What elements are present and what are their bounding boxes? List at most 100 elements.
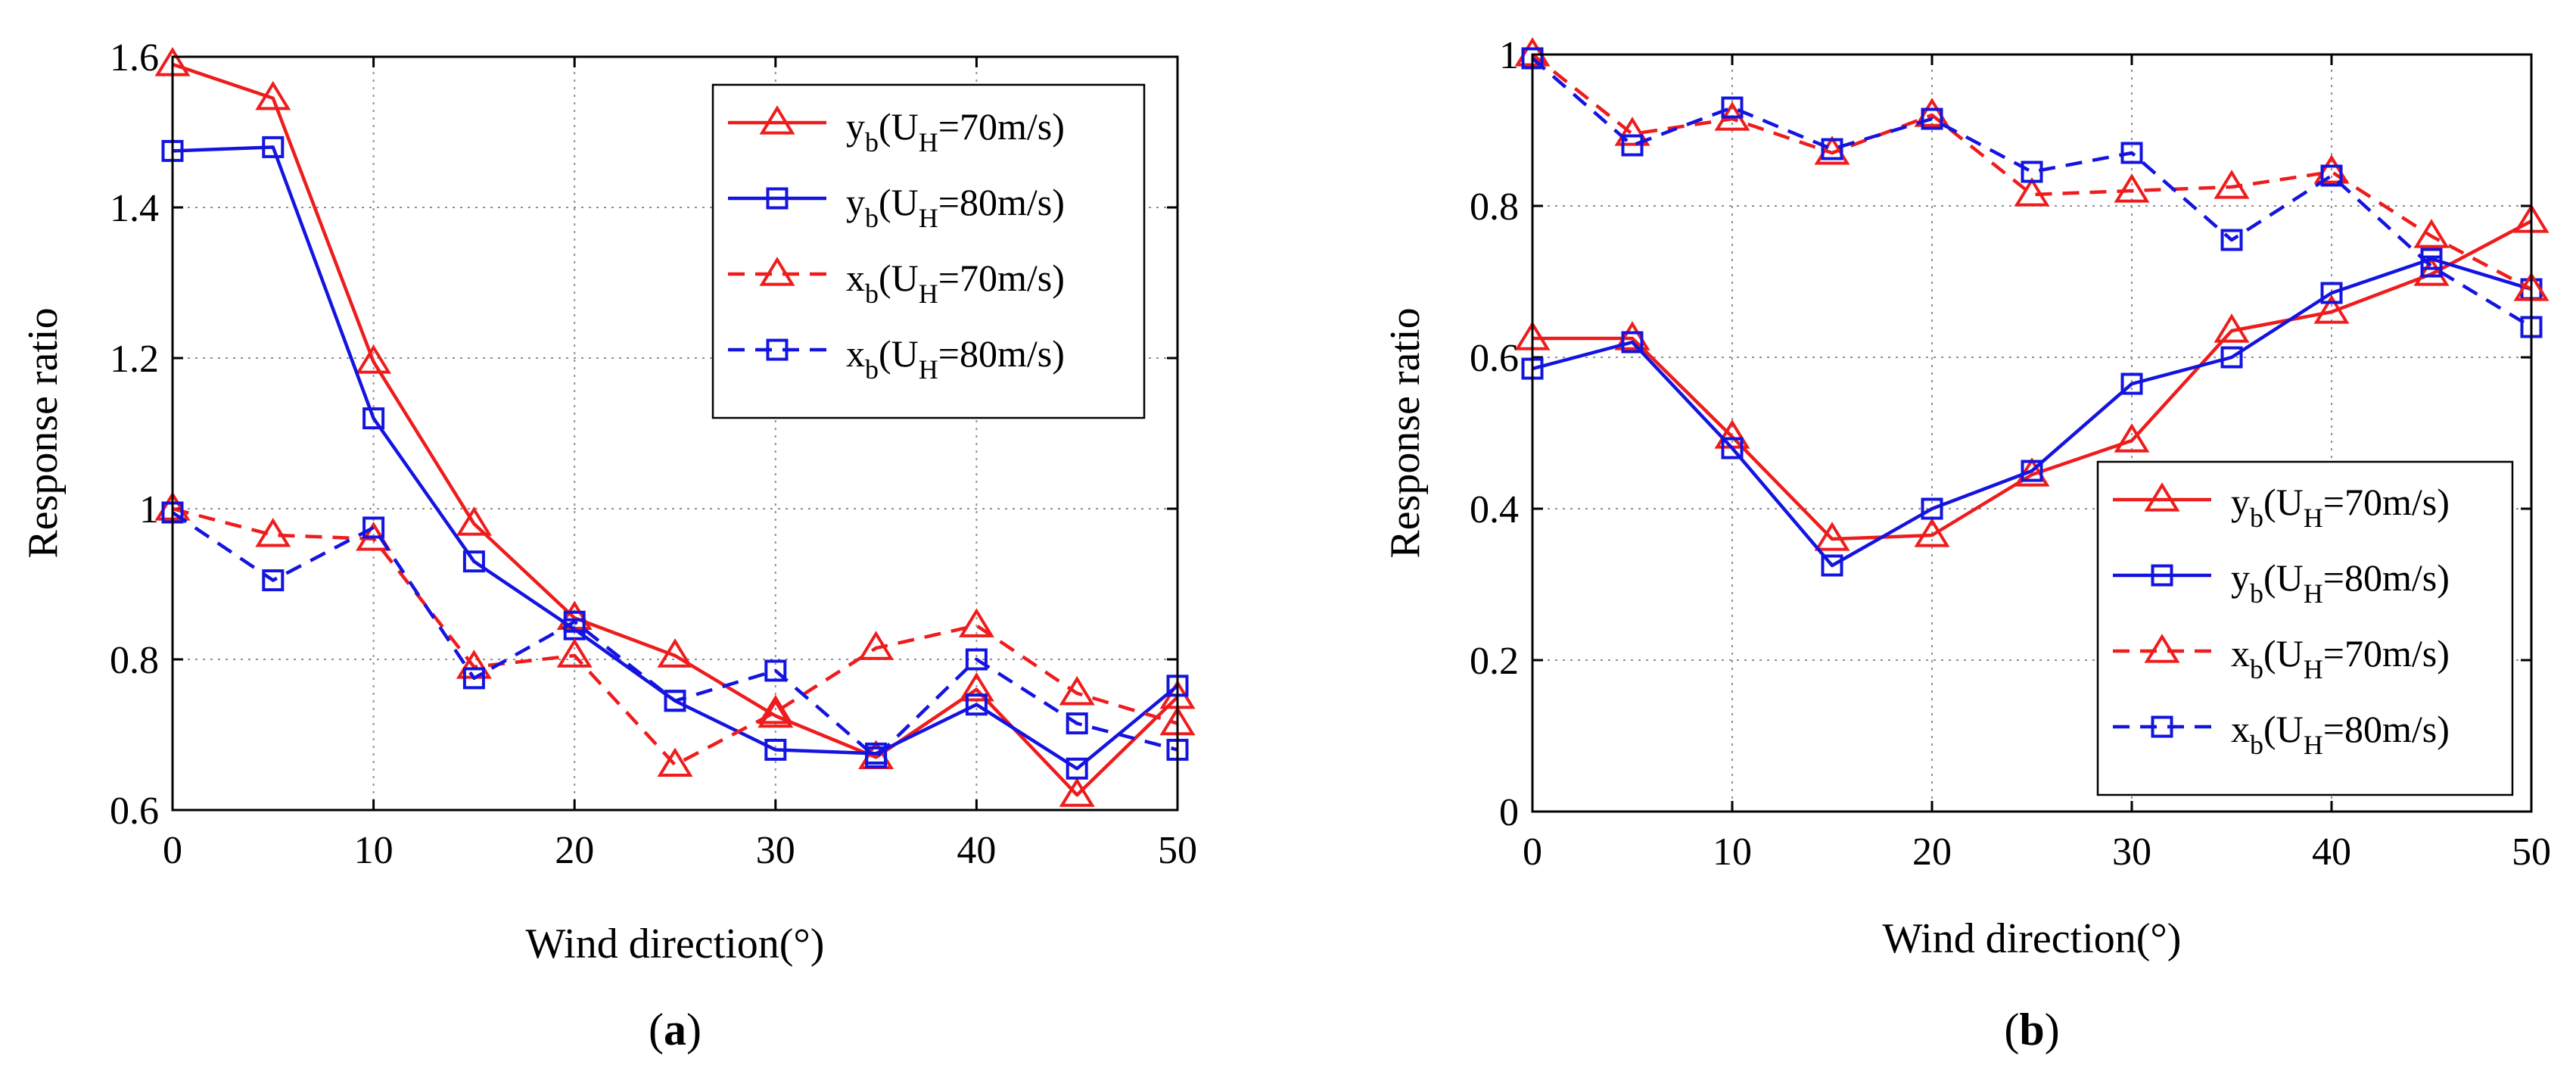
series-line-xb80 xyxy=(171,511,1178,759)
data-point-xb70 xyxy=(255,517,291,547)
legend-entry-xb70-a: xb(UH=70m/s) xyxy=(846,257,1065,309)
data-point-xb70 xyxy=(758,694,794,724)
data-point-yb80 xyxy=(764,738,787,761)
data-point-xb80 xyxy=(2021,160,2043,183)
data-point-xb80 xyxy=(2120,142,2143,164)
series-line-xb70 xyxy=(172,506,1178,767)
x-tick-label: 20 xyxy=(555,829,594,872)
data-point-yb80 xyxy=(462,550,485,573)
data-point-yb70 xyxy=(456,506,492,536)
y-tick-label: 0.2 xyxy=(1470,640,1519,683)
data-point-yb70 xyxy=(255,80,291,111)
y-tick-label: 0.8 xyxy=(110,639,159,682)
data-point-yb80 xyxy=(2021,460,2043,482)
data-point-xb70 xyxy=(2413,219,2450,248)
legend-marker-xb80 xyxy=(2151,715,2173,738)
data-point-xb80 xyxy=(563,610,586,633)
data-point-yb70 xyxy=(2114,423,2150,453)
legend-marker-yb80 xyxy=(766,187,789,210)
x-axis-label-b: Wind direction(°) xyxy=(1883,915,2182,962)
data-point-xb80 xyxy=(362,516,385,539)
legend-entry-yb80-b: yb(UH=80m/s) xyxy=(2231,556,2450,609)
data-point-xb80 xyxy=(462,667,485,690)
data-point-xb80 xyxy=(1721,96,1744,119)
y-tick-label: 0.6 xyxy=(1470,337,1519,380)
data-point-yb80 xyxy=(1066,757,1088,780)
plot-frame-a xyxy=(171,55,1179,812)
x-tick-labels-b: 0 10 20 30 40 50 xyxy=(1523,830,2551,874)
data-point-yb80 xyxy=(262,136,285,158)
x-tick-label: 20 xyxy=(1912,830,1952,874)
legend-entry-xb80-a: xb(UH=80m/s) xyxy=(846,332,1065,385)
data-point-yb70 xyxy=(356,344,392,374)
series-xb80 xyxy=(1521,47,2543,338)
data-point-xb70 xyxy=(958,608,994,637)
panel-label-a: (a) xyxy=(649,1005,702,1055)
data-point-xb70 xyxy=(1914,98,1950,127)
y-tick-labels-b: 0 0.2 0.4 0.6 0.8 1 xyxy=(1470,34,1519,834)
data-point-xb70 xyxy=(1614,117,1650,146)
y-tick-label: 0.6 xyxy=(110,790,159,833)
legend-marker-xb70 xyxy=(2144,634,2180,663)
data-point-xb70 xyxy=(1059,675,1095,706)
data-point-xb80 xyxy=(1066,712,1088,735)
y-tick-label: 1.2 xyxy=(110,338,159,381)
data-point-yb80 xyxy=(362,407,385,430)
legend-marker-xb80 xyxy=(766,338,789,361)
y-tick-label: 0 xyxy=(1499,791,1519,834)
y-axis-label-b: Response ratio xyxy=(1382,307,1429,558)
x-tick-label: 40 xyxy=(957,829,996,872)
legend-marker-yb70 xyxy=(2144,482,2180,512)
panel-label-b: (b) xyxy=(2004,1005,2059,1055)
legend-entry-yb80-a: yb(UH=80m/s) xyxy=(846,181,1065,233)
series-line-xb80 xyxy=(1531,57,2533,329)
data-point-yb70 xyxy=(958,671,994,702)
legend-entry-yb70-b: yb(UH=70m/s) xyxy=(2231,481,2450,533)
data-point-xb80 xyxy=(664,690,686,712)
legend-box-b xyxy=(2096,460,2514,796)
legend-a: yb(UH=70m/s) yb(UH=80m/s) xb(UH=70m/s) x… xyxy=(711,83,1146,419)
x-axis-label-a: Wind direction(°) xyxy=(526,921,825,968)
legend-b: yb(UH=70m/s) yb(UH=80m/s) xb(UH=70m/s) x… xyxy=(2096,460,2514,796)
x-tick-labels-a: 0 10 20 30 40 50 xyxy=(163,829,1197,872)
data-point-xb70 xyxy=(2014,177,2050,207)
data-point-yb80 xyxy=(2220,346,2243,369)
data-point-xb80 xyxy=(2320,164,2343,187)
x-tick-label: 10 xyxy=(1713,830,1752,874)
y-tick-label: 1.6 xyxy=(110,36,159,79)
data-point-xb80 xyxy=(1621,134,1644,157)
legend-swatches-a xyxy=(728,105,826,361)
series-line-xb70 xyxy=(1531,53,2533,291)
series-a xyxy=(154,47,1196,807)
data-point-xb70 xyxy=(2313,154,2350,184)
plot-frame-b xyxy=(1531,53,2533,813)
data-point-xb80 xyxy=(764,659,787,682)
series-line-yb70 xyxy=(1532,220,2533,541)
y-tick-labels-a: 0.6 0.8 1 1.2 1.4 1.6 xyxy=(110,36,159,833)
legend-marker-yb80 xyxy=(2151,564,2173,587)
x-tick-label: 0 xyxy=(163,829,182,872)
data-point-yb80 xyxy=(1621,331,1644,354)
y-tick-label: 1 xyxy=(1499,34,1519,77)
data-point-xb80 xyxy=(1821,138,1843,160)
chart-panel-b: 0 10 20 30 40 50 0 0.2 0.4 0.6 0.8 1 Wind directio… xyxy=(1382,34,2551,1055)
x-tick-label: 30 xyxy=(756,829,795,872)
data-point-xb80 xyxy=(2220,229,2243,251)
data-point-xb80 xyxy=(1921,108,1943,130)
data-point-yb70 xyxy=(1914,518,1950,547)
legend-box-a xyxy=(711,83,1146,419)
y-tick-label: 1.4 xyxy=(110,187,159,230)
x-tick-label: 50 xyxy=(1158,829,1197,872)
data-point-yb80 xyxy=(1721,437,1744,460)
y-tick-label: 0.8 xyxy=(1470,185,1519,229)
series-xb70 xyxy=(154,491,1196,777)
legend-entry-xb80-b: xb(UH=80m/s) xyxy=(2231,708,2450,760)
x-tick-label: 50 xyxy=(2512,830,2551,874)
series-xb80 xyxy=(161,501,1189,768)
y-tick-label: 0.4 xyxy=(1470,488,1519,531)
data-point-yb70 xyxy=(1814,522,1850,551)
data-point-xb80 xyxy=(2420,255,2443,278)
legend-marker-xb70 xyxy=(759,257,795,286)
data-point-yb80 xyxy=(1921,497,1943,520)
